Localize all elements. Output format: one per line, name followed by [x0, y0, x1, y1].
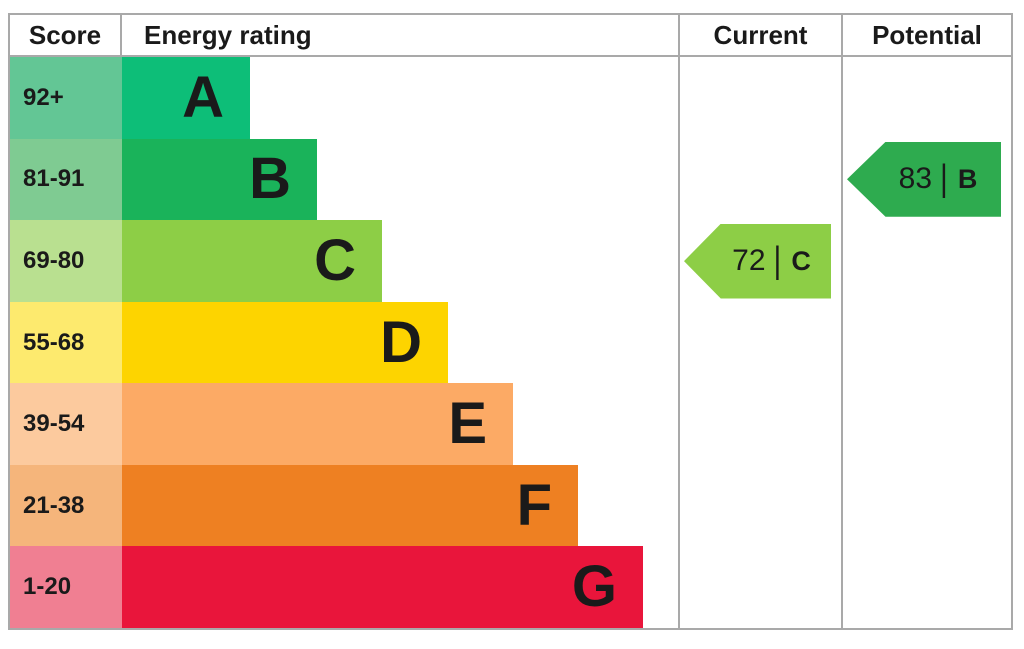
- current-rating-arrow: 72 | C: [684, 223, 831, 299]
- band-bar-b: B: [122, 138, 317, 221]
- table-body: 92+ A 81-91 B 69-80 C 55-68 D 39-54 E 21…: [10, 57, 1011, 629]
- band-row-e: 39-54 E: [10, 383, 678, 465]
- pipe-separator: |: [940, 158, 948, 200]
- band-row-f: 21-38 F: [10, 464, 678, 547]
- potential-rating-value: 83: [898, 162, 933, 196]
- current-column-header: Current: [678, 15, 841, 55]
- band-bar-f: F: [122, 464, 578, 547]
- current-rating-value: 72: [732, 244, 766, 278]
- band-bar-c: C: [122, 220, 382, 302]
- potential-rating-arrow: 83 | B: [847, 141, 1001, 217]
- band-row-c: 69-80 C: [10, 220, 678, 302]
- score-range-c: 69-80: [10, 220, 122, 302]
- band-row-a: 92+ A: [10, 57, 678, 139]
- score-column-header: Score: [10, 15, 122, 55]
- score-range-e: 39-54: [10, 383, 122, 465]
- table-header: Score Energy rating Current Potential: [10, 15, 1011, 57]
- current-rating-letter: C: [791, 245, 811, 276]
- band-bar-e: E: [122, 383, 513, 465]
- potential-rating-letter: B: [957, 163, 978, 194]
- score-range-d: 55-68: [10, 301, 122, 384]
- band-bar-g: G: [122, 546, 643, 629]
- band-bar-d: D: [122, 301, 448, 384]
- score-range-a: 92+: [10, 57, 122, 139]
- current-column: 72 | C: [678, 57, 841, 628]
- epc-rating-table: Score Energy rating Current Potential 92…: [8, 13, 1013, 630]
- band-row-b: 81-91 B: [10, 138, 678, 221]
- bands-area: 92+ A 81-91 B 69-80 C 55-68 D 39-54 E 21…: [10, 57, 678, 629]
- potential-column-header: Potential: [841, 15, 1011, 55]
- energy-rating-column-header: Energy rating: [144, 19, 312, 50]
- band-bar-a: A: [122, 57, 250, 139]
- potential-column: 83 | B: [841, 57, 1011, 628]
- score-range-g: 1-20: [10, 546, 122, 629]
- score-range-b: 81-91: [10, 138, 122, 221]
- pipe-separator: |: [773, 239, 782, 282]
- score-range-f: 21-38: [10, 464, 122, 547]
- band-row-d: 55-68 D: [10, 301, 678, 384]
- band-row-g: 1-20 G: [10, 546, 678, 629]
